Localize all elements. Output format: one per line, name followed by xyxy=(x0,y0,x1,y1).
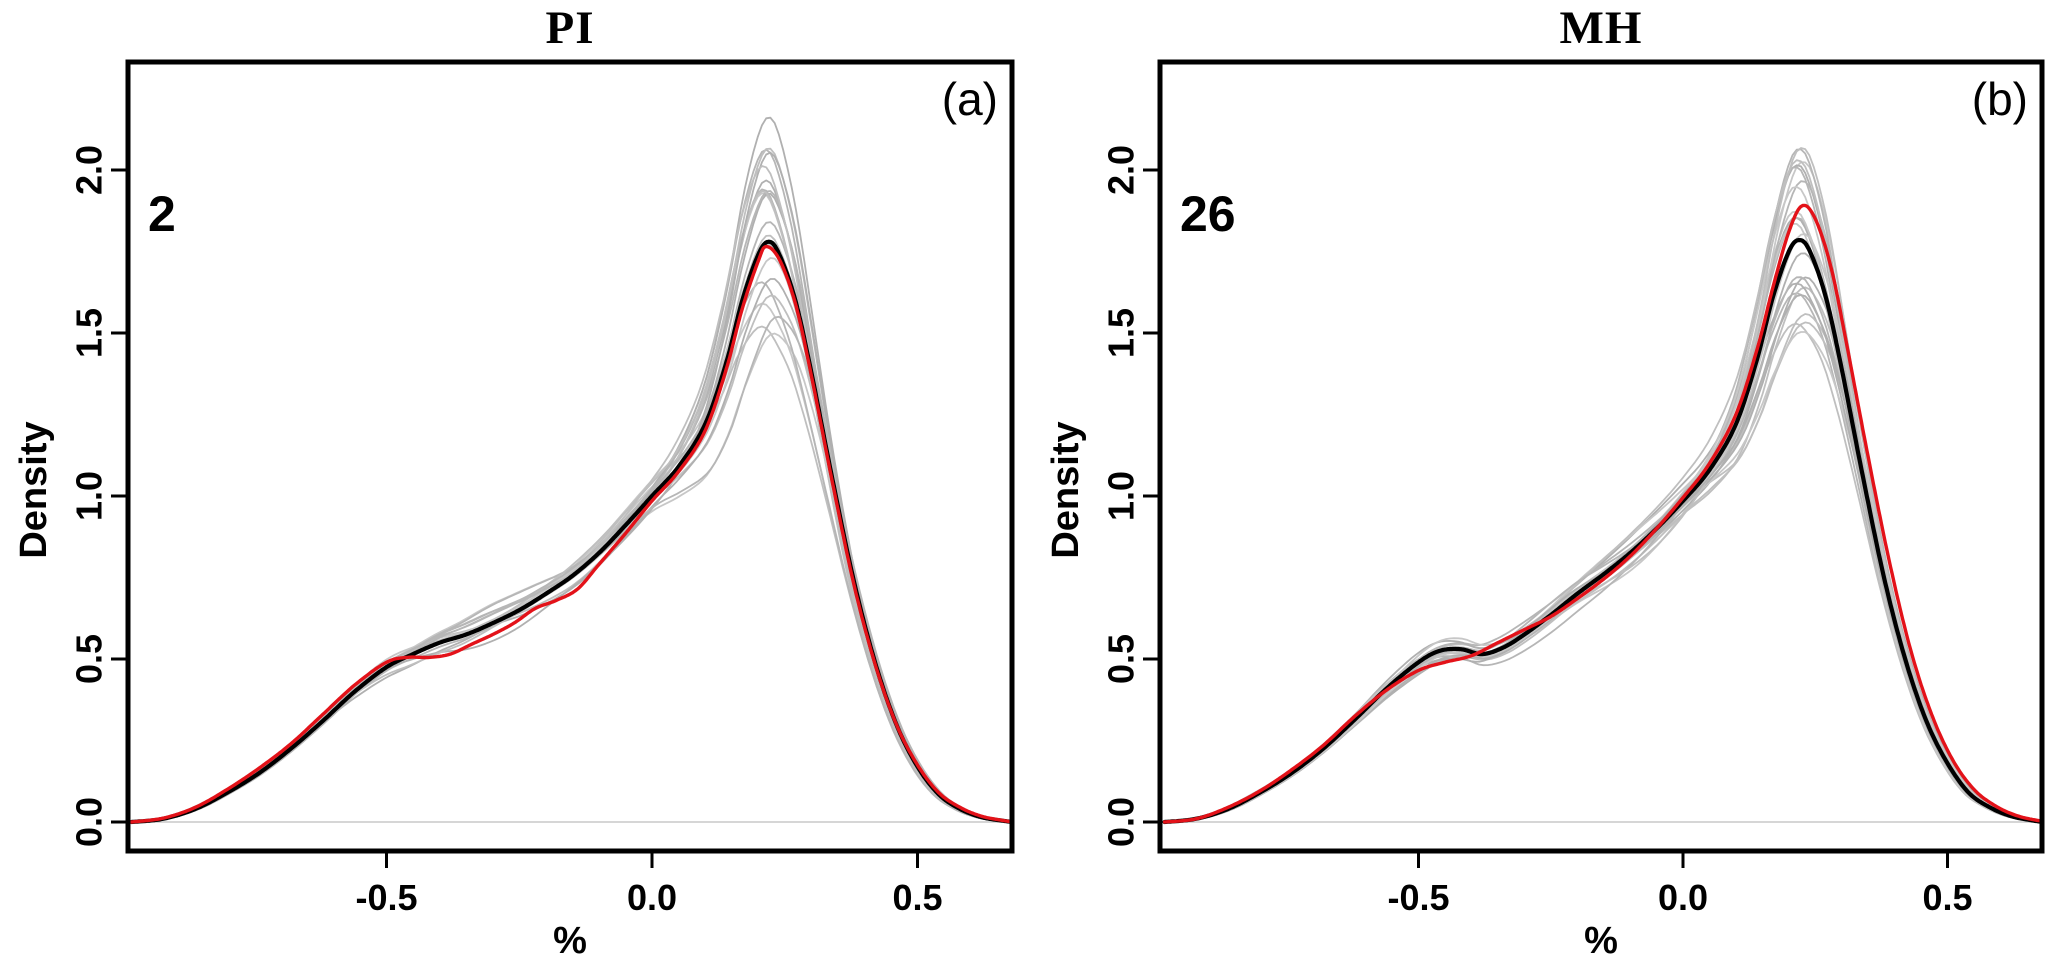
y-tick-label: 2.0 xyxy=(69,145,110,195)
plot-box xyxy=(125,59,1015,854)
y-axis-label-mh: Density xyxy=(1045,421,1087,559)
reference-density-curve xyxy=(130,239,1010,825)
panel-title-pi: PI xyxy=(545,2,595,54)
panel-title-mh: MH xyxy=(1559,2,1643,54)
panel-label-a: (a) xyxy=(941,73,998,125)
y-tick-label: 1.5 xyxy=(69,308,110,358)
ensemble-density-curve xyxy=(130,325,1010,823)
x-tick-label: 0.0 xyxy=(627,877,677,918)
y-tick-label: 1.5 xyxy=(1101,308,1142,358)
plot-box xyxy=(1157,59,2045,854)
x-tick-label: 0.5 xyxy=(892,877,942,918)
y-tick-label: 0.5 xyxy=(69,634,110,684)
x-axis-label-pi: % xyxy=(553,920,587,962)
y-tick-label: 0.5 xyxy=(1101,634,1142,684)
y-tick-label: 2.0 xyxy=(1101,145,1142,195)
panel-label-b: (b) xyxy=(1971,73,2028,125)
y-axis-label-pi: Density xyxy=(13,421,55,559)
ensemble-density-curve xyxy=(130,281,1010,823)
highlight-density-curve xyxy=(130,244,1010,824)
x-tick-label: 0.5 xyxy=(1922,877,1972,918)
ensemble-density-curve xyxy=(1162,294,2040,823)
x-tick-label: -0.5 xyxy=(1387,877,1449,918)
count-annotation-pi: 2 xyxy=(148,186,176,242)
x-tick-label: -0.5 xyxy=(355,877,417,918)
ensemble-density-curve xyxy=(1162,286,2040,823)
y-tick-label: 0.0 xyxy=(69,797,110,847)
x-tick-label: 0.0 xyxy=(1658,877,1708,918)
y-tick-label: 0.0 xyxy=(1101,797,1142,847)
y-tick-label: 1.0 xyxy=(1101,471,1142,521)
x-axis-label-mh: % xyxy=(1584,920,1618,962)
reference-density-curve xyxy=(1162,238,2040,825)
count-annotation-mh: 26 xyxy=(1180,186,1236,242)
highlight-density-curve xyxy=(1162,203,2040,824)
y-tick-label: 1.0 xyxy=(69,471,110,521)
